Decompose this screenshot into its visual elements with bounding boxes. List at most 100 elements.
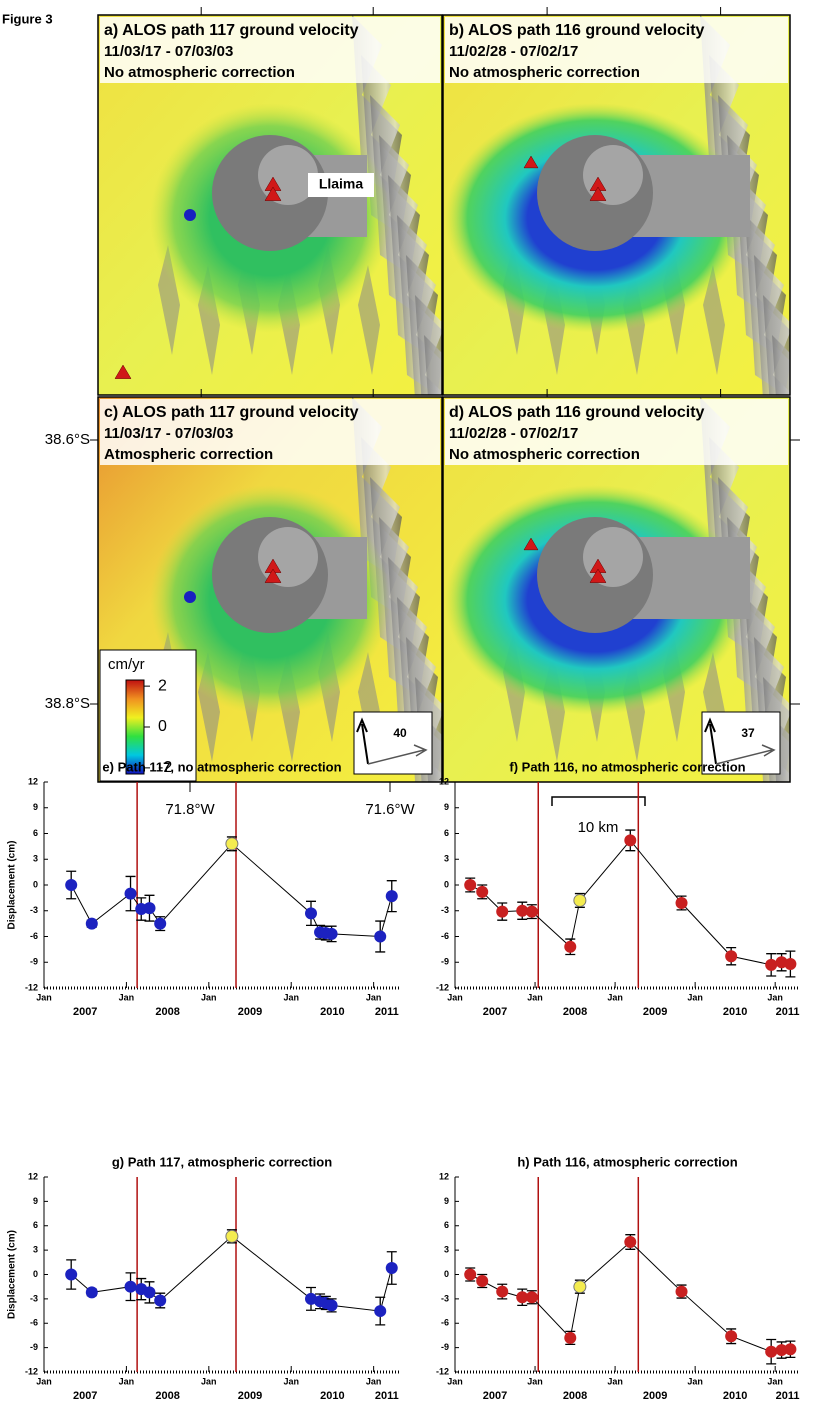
chart-title: h) Path 116, atmospheric correction — [517, 1154, 737, 1169]
x-year-label: 2011 — [375, 1006, 399, 1018]
chart-title: f) Path 116, no atmospheric correction — [509, 759, 745, 774]
y-tick-label: 0 — [33, 879, 38, 889]
data-point — [125, 888, 137, 900]
x-tick-label: Jan — [366, 1376, 382, 1386]
x-year-label: 2010 — [320, 1390, 344, 1402]
colorbar-tick-label: 0 — [158, 718, 167, 735]
y-tick-label: 9 — [444, 802, 449, 812]
y-tick-label: -3 — [441, 905, 449, 915]
x-tick-label: Jan — [767, 992, 783, 1002]
look-angle: 37 — [741, 726, 755, 740]
y-axis-label: Displacement (cm) — [7, 841, 18, 930]
map-station — [184, 209, 196, 221]
y-tick-label: -12 — [25, 1366, 38, 1376]
y-tick-label: -9 — [441, 957, 449, 967]
x-tick-label: Jan — [527, 1376, 543, 1386]
lat-label: 38.6°S — [45, 431, 90, 448]
data-point — [624, 1236, 636, 1248]
x-tick-label: Jan — [119, 1376, 135, 1386]
x-year-label: 2009 — [643, 1390, 667, 1402]
data-point — [464, 1269, 476, 1281]
x-year-label: 2011 — [776, 1006, 800, 1018]
data-point — [526, 1291, 538, 1303]
y-tick-label: 12 — [28, 776, 38, 786]
data-point — [676, 897, 688, 909]
data-point — [386, 1262, 398, 1274]
x-year-label: 2007 — [73, 1390, 97, 1402]
y-tick-label: 6 — [33, 1220, 38, 1230]
map-volcano-shade — [583, 527, 643, 587]
y-tick-label: 3 — [444, 1245, 449, 1255]
data-point — [86, 1286, 98, 1298]
data-point — [464, 879, 476, 891]
data-point — [86, 918, 98, 930]
y-tick-label: 9 — [444, 1196, 449, 1206]
data-point — [526, 906, 538, 918]
x-tick-label: Jan — [36, 1376, 52, 1386]
data-point — [765, 1346, 777, 1358]
data-point — [374, 931, 386, 943]
data-point — [154, 1295, 166, 1307]
map-title: c) ALOS path 117 ground velocity — [104, 404, 359, 421]
lon-label: 71.6°W — [365, 801, 415, 818]
x-tick-label: Jan — [366, 992, 382, 1002]
y-axis-label: Displacement (cm) — [7, 1230, 18, 1319]
x-tick-label: Jan — [607, 1376, 623, 1386]
x-year-label: 2009 — [238, 1006, 262, 1018]
y-tick-label: 9 — [33, 1196, 38, 1206]
data-point — [154, 918, 166, 930]
x-year-label: 2008 — [155, 1390, 179, 1402]
data-point — [624, 834, 636, 846]
y-tick-label: -6 — [441, 1318, 449, 1328]
x-tick-label: Jan — [283, 992, 299, 1002]
map-volcano-shade — [583, 145, 643, 205]
map-correction: No atmospheric correction — [104, 64, 295, 81]
x-tick-label: Jan — [607, 992, 623, 1002]
x-year-label: 2008 — [563, 1006, 587, 1018]
map-correction: Atmospheric correction — [104, 446, 273, 463]
map-dates: 11/02/28 - 07/02/17 — [449, 425, 578, 442]
y-tick-label: -3 — [30, 1293, 38, 1303]
data-point — [65, 879, 77, 891]
map-volcano-shade — [258, 527, 318, 587]
data-point — [476, 886, 488, 898]
data-point — [765, 959, 777, 971]
data-point — [125, 1281, 137, 1293]
y-tick-label: 3 — [33, 854, 38, 864]
scale-bar — [552, 797, 645, 806]
x-tick-label: Jan — [687, 1376, 703, 1386]
y-tick-label: 12 — [439, 776, 449, 786]
x-year-label: 2009 — [238, 1390, 262, 1402]
x-tick-label: Jan — [283, 1376, 299, 1386]
map-image — [98, 397, 474, 897]
lon-label: 71.8°W — [165, 801, 215, 818]
y-tick-label: 6 — [444, 828, 449, 838]
x-year-label: 2010 — [320, 1006, 344, 1018]
map-title: b) ALOS path 116 ground velocity — [449, 22, 705, 39]
y-tick-label: -9 — [30, 1342, 38, 1352]
data-point — [676, 1286, 688, 1298]
y-tick-label: 6 — [33, 828, 38, 838]
chart-title: g) Path 117, atmospheric correction — [112, 1154, 332, 1169]
x-year-label: 2007 — [483, 1006, 507, 1018]
y-tick-label: -9 — [441, 1342, 449, 1352]
data-point — [784, 1343, 796, 1355]
x-year-label: 2008 — [155, 1006, 179, 1018]
figure: Figure 3 a) ALOS path 117 ground velocit… — [0, 0, 817, 1405]
data-point — [574, 894, 586, 906]
map-title: d) ALOS path 116 ground velocity — [449, 404, 705, 421]
map-title: a) ALOS path 117 ground velocity — [104, 22, 359, 39]
data-point — [725, 1330, 737, 1342]
y-tick-label: -6 — [30, 931, 38, 941]
y-tick-label: -6 — [441, 931, 449, 941]
x-year-label: 2010 — [723, 1390, 747, 1402]
map-panel: d) ALOS path 116 ground velocity 11/02/28… — [443, 389, 817, 897]
y-tick-label: -12 — [436, 1366, 449, 1376]
data-point — [326, 1299, 338, 1311]
data-point — [305, 907, 317, 919]
map-station — [184, 591, 196, 603]
y-tick-label: -3 — [441, 1293, 449, 1303]
x-year-label: 2009 — [643, 1006, 667, 1018]
x-tick-label: Jan — [447, 992, 463, 1002]
map-dates: 11/03/17 - 07/03/03 — [104, 43, 233, 60]
